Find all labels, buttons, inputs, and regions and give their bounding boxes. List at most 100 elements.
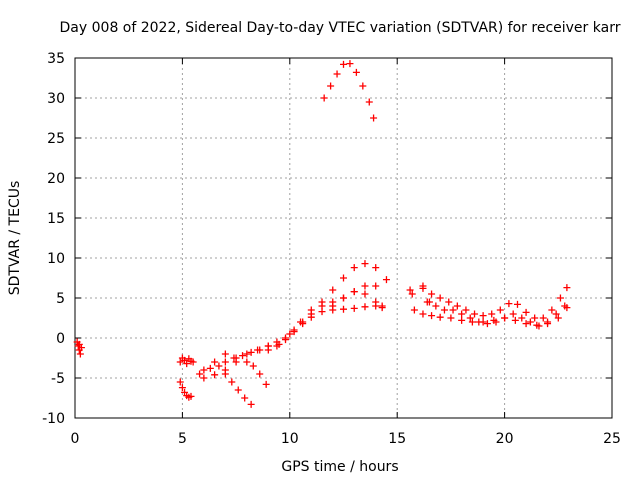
data-point [187,392,195,400]
data-point [539,314,547,322]
series-arc-8 [264,276,390,354]
series-arc-7 [221,350,270,388]
x-tick-label: 10 [281,431,299,447]
y-tick-label: 10 [47,251,65,267]
data-point [382,276,390,284]
data-point [501,314,509,322]
data-point [200,366,208,374]
data-point [77,344,85,352]
data-point [361,290,369,298]
data-point [264,346,272,354]
data-point [215,362,223,370]
data-point [254,346,262,354]
data-point [74,342,82,350]
data-point [449,306,457,314]
x-tick-label: 5 [178,431,187,447]
data-point [247,400,255,408]
data-point [372,264,380,272]
data-point [249,362,257,370]
data-point [372,298,380,306]
data-point [346,60,354,68]
x-tick-label: 20 [496,431,514,447]
x-tick-label: 0 [71,431,80,447]
data-point [552,310,560,318]
data-point [206,364,214,372]
data-point [372,282,380,290]
data-point [410,306,418,314]
data-point [445,298,453,306]
y-tick-label: 15 [47,211,65,227]
data-point [232,354,240,362]
data-point [221,358,229,366]
plot-frame [74,57,613,419]
series-arc-9 [329,288,386,310]
data-point [262,380,270,388]
data-point [286,330,294,338]
data-point [359,82,367,90]
data-point [556,294,564,302]
data-point [299,318,307,326]
data-point [361,303,369,311]
data-point [241,394,249,402]
data-point [350,264,358,272]
series-arc-1 [73,338,85,358]
data-point [428,312,436,320]
data-point [361,260,369,268]
data-point [518,314,526,322]
data-point [483,320,491,328]
chart-title: Day 008 of 2022, Sidereal Day-to-day VTE… [60,20,621,36]
data-point [282,336,290,344]
data-point [408,290,416,298]
x-tick-label: 25 [603,431,621,447]
data-point [350,288,358,296]
data-point [544,318,552,326]
data-point [479,312,487,320]
series-arc-6 [211,358,255,408]
data-point [290,328,298,336]
data-point [458,310,466,318]
data-point [436,313,444,321]
data-point [340,305,347,313]
data-point [554,314,562,322]
data-point [466,314,474,322]
data-point [340,274,347,282]
data-point [200,374,208,382]
series-arc-3 [176,378,195,401]
data-point [370,114,378,122]
data-point [178,384,186,392]
data-point [340,60,347,68]
data-point [419,284,427,292]
series-arc-5 [200,260,380,382]
series-arc-10 [320,60,378,122]
data-point [189,358,197,366]
data-point [488,310,496,318]
y-tick-label: 20 [47,171,65,187]
data-point [243,358,251,366]
data-point [196,370,204,378]
data-point [318,302,326,310]
data-point [492,318,500,326]
y-tick-label: -10 [42,411,65,427]
data-point [471,310,479,318]
y-tick-label: 35 [47,51,65,67]
data-point [440,306,448,314]
data-point [221,370,229,378]
y-tick-label: 30 [47,91,65,107]
data-point [247,348,255,356]
data-point [406,286,414,294]
data-point [243,350,251,358]
data-point [468,318,476,326]
data-point [513,300,521,308]
data-point [436,294,444,302]
y-tick-label: -5 [51,371,65,387]
x-axis-ticks: 0 5 10 15 20 25 [71,58,621,447]
data-point [333,70,341,78]
grid-lines [75,58,612,418]
y-axis-label: SDTVAR / TECUs [7,181,23,296]
data-point [453,302,461,310]
data-point [176,358,184,366]
data-point [423,298,431,306]
data-point [307,310,315,318]
data-point [531,314,539,322]
data-point [221,350,229,358]
